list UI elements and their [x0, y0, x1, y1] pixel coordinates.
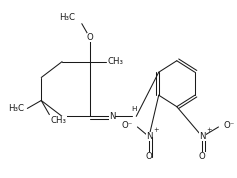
Text: N: N [199, 132, 205, 141]
Text: H₃C: H₃C [8, 104, 24, 113]
Text: O: O [199, 153, 206, 161]
Text: O⁻: O⁻ [223, 121, 234, 130]
Text: +: + [153, 127, 159, 133]
Text: O: O [87, 33, 93, 42]
Text: H: H [131, 106, 137, 112]
Text: N: N [146, 132, 152, 141]
Text: H₃C: H₃C [59, 13, 75, 22]
Text: O⁻: O⁻ [122, 121, 133, 130]
Text: N: N [109, 112, 115, 121]
Text: CH₃: CH₃ [50, 116, 67, 125]
Text: CH₃: CH₃ [107, 57, 123, 66]
Text: O: O [146, 153, 152, 161]
Text: +: + [206, 127, 212, 133]
